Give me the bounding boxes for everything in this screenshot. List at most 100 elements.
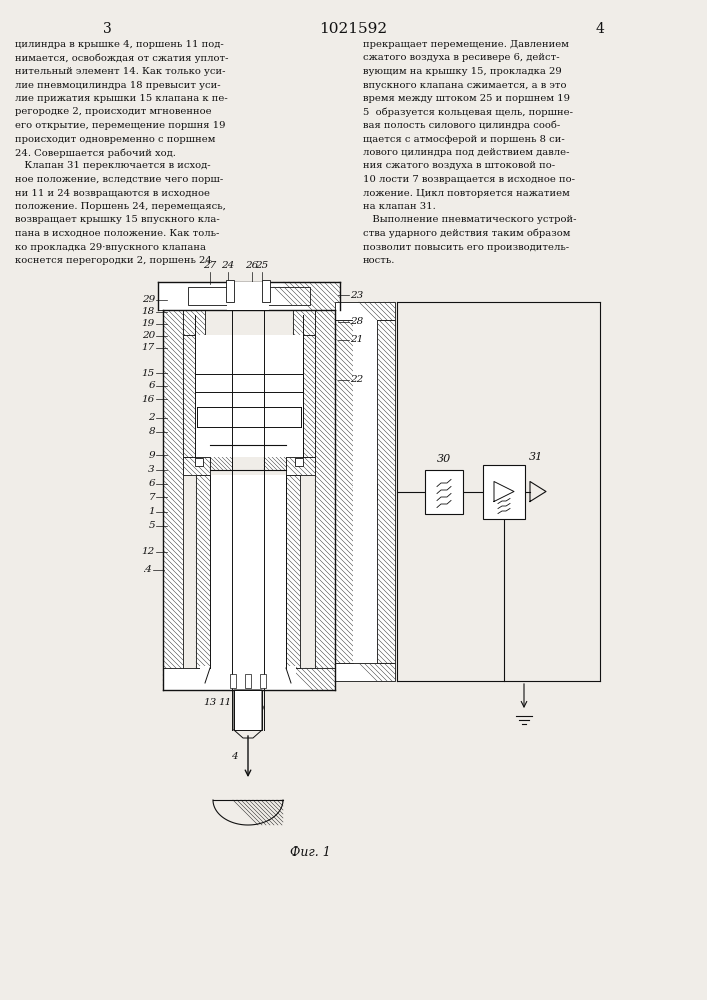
Text: 24. Совершается рабочий ход.: 24. Совершается рабочий ход. bbox=[15, 148, 176, 157]
Text: пана в исходное положение. Как толь-: пана в исходное положение. Как толь- bbox=[15, 229, 219, 238]
Text: 3: 3 bbox=[103, 22, 112, 36]
Text: лие прижатия крышки 15 клапана к пе-: лие прижатия крышки 15 клапана к пе- bbox=[15, 94, 228, 103]
Bar bbox=[163, 668, 335, 690]
Text: положение. Поршень 24, перемещаясь,: положение. Поршень 24, перемещаясь, bbox=[15, 202, 226, 211]
Text: регородке 2, происходит мгновенное: регородке 2, происходит мгновенное bbox=[15, 107, 211, 116]
Text: 4: 4 bbox=[595, 22, 604, 36]
Text: 25: 25 bbox=[255, 261, 269, 270]
Bar bbox=[234, 690, 262, 730]
Text: ко прокладка 29·впускного клапана: ко прокладка 29·впускного клапана bbox=[15, 242, 206, 251]
Text: 11: 11 bbox=[218, 698, 232, 707]
Bar bbox=[197, 407, 232, 427]
Text: 6: 6 bbox=[148, 381, 155, 390]
Text: нительный элемент 14. Как только уси-: нительный элемент 14. Как только уси- bbox=[15, 67, 226, 76]
Text: щается с атмосферой и поршень 8 си-: щается с атмосферой и поршень 8 си- bbox=[363, 134, 565, 143]
Text: время между штоком 25 и поршнем 19: время между штоком 25 и поршнем 19 bbox=[363, 94, 570, 103]
Text: Клапан 31 переключается в исход-: Клапан 31 переключается в исход- bbox=[15, 161, 211, 170]
Text: 1021592: 1021592 bbox=[319, 22, 387, 36]
Bar bbox=[353, 320, 377, 663]
Bar bbox=[264, 407, 301, 427]
Text: 2: 2 bbox=[148, 414, 155, 422]
Text: 26: 26 bbox=[245, 261, 259, 270]
Bar bbox=[195, 374, 232, 392]
Text: 3: 3 bbox=[148, 466, 155, 475]
Bar bbox=[210, 475, 286, 668]
Text: 31: 31 bbox=[529, 452, 543, 462]
Bar bbox=[262, 280, 270, 302]
Text: ния сжатого воздуха в штоковой по-: ния сжатого воздуха в штоковой по- bbox=[363, 161, 555, 170]
Text: ложение. Цикл повторяется нажатием: ложение. Цикл повторяется нажатием bbox=[363, 188, 570, 198]
Bar bbox=[183, 310, 205, 335]
Bar bbox=[264, 445, 286, 470]
Text: 10 лости 7 возвращается в исходное по-: 10 лости 7 возвращается в исходное по- bbox=[363, 175, 575, 184]
Text: 19: 19 bbox=[141, 320, 155, 328]
Text: 16: 16 bbox=[141, 394, 155, 403]
Text: позволит повысить его производитель-: позволит повысить его производитель- bbox=[363, 242, 569, 251]
Bar bbox=[335, 302, 395, 320]
Bar bbox=[210, 445, 232, 470]
Polygon shape bbox=[494, 482, 514, 502]
Bar bbox=[195, 335, 303, 457]
Bar bbox=[335, 320, 353, 663]
Text: 28: 28 bbox=[350, 318, 363, 326]
Text: цилиндра в крышке 4, поршень 11 под-: цилиндра в крышке 4, поршень 11 под- bbox=[15, 40, 223, 49]
Bar bbox=[183, 335, 195, 457]
Bar bbox=[200, 666, 296, 690]
Bar bbox=[196, 475, 210, 668]
Text: лие пневмоцилиндра 18 превысит уси-: лие пневмоцилиндра 18 превысит уси- bbox=[15, 81, 221, 90]
Text: вая полость силового цилиндра сооб-: вая полость силового цилиндра сооб- bbox=[363, 121, 560, 130]
Text: 1: 1 bbox=[148, 508, 155, 516]
Bar bbox=[377, 320, 395, 663]
Text: 8: 8 bbox=[148, 428, 155, 436]
Text: сжатого воздуха в ресивере 6, дейст-: сжатого воздуха в ресивере 6, дейст- bbox=[363, 53, 560, 62]
Text: 5: 5 bbox=[148, 522, 155, 530]
Text: лового цилиндра под действием давле-: лового цилиндра под действием давле- bbox=[363, 148, 570, 157]
Text: 4: 4 bbox=[231, 752, 238, 761]
Text: нимается, освобождая от сжатия уплот-: нимается, освобождая от сжатия уплот- bbox=[15, 53, 228, 63]
Bar bbox=[230, 674, 236, 688]
Text: происходит одновременно с поршнем: происходит одновременно с поршнем bbox=[15, 134, 216, 143]
Bar bbox=[226, 280, 234, 302]
Bar bbox=[286, 475, 300, 668]
Bar bbox=[227, 282, 269, 310]
Bar bbox=[483, 464, 525, 518]
Text: 21: 21 bbox=[350, 336, 363, 344]
Text: 17: 17 bbox=[141, 344, 155, 353]
Bar bbox=[335, 663, 395, 681]
Text: 10: 10 bbox=[252, 705, 264, 714]
Text: 22: 22 bbox=[350, 375, 363, 384]
Text: 30: 30 bbox=[437, 454, 451, 464]
Text: ни 11 и 24 возвращаются в исходное: ни 11 и 24 возвращаются в исходное bbox=[15, 188, 210, 198]
Bar bbox=[303, 335, 315, 457]
Text: коснется перегородки 2, поршень 24: коснется перегородки 2, поршень 24 bbox=[15, 256, 212, 265]
Text: 15: 15 bbox=[141, 368, 155, 377]
Text: 5  образуется кольцевая щель, поршне-: 5 образуется кольцевая щель, поршне- bbox=[363, 107, 573, 117]
Bar bbox=[353, 484, 377, 499]
Text: вующим на крышку 15, прокладка 29: вующим на крышку 15, прокладка 29 bbox=[363, 67, 562, 76]
Text: 20: 20 bbox=[141, 332, 155, 340]
Bar bbox=[245, 674, 251, 688]
Bar bbox=[188, 287, 310, 305]
Text: 9: 9 bbox=[148, 450, 155, 460]
Text: 24: 24 bbox=[221, 261, 235, 270]
Text: впускного клапана сжимается, а в это: впускного клапана сжимается, а в это bbox=[363, 81, 566, 90]
Bar bbox=[295, 458, 303, 466]
Bar bbox=[195, 458, 203, 466]
Text: ства ударного действия таким образом: ства ударного действия таким образом bbox=[363, 229, 571, 238]
Text: 13: 13 bbox=[204, 698, 216, 707]
Text: прекращает перемещение. Давлением: прекращает перемещение. Давлением bbox=[363, 40, 569, 49]
Text: .4: .4 bbox=[142, 566, 152, 574]
Text: 27: 27 bbox=[204, 261, 216, 270]
Bar bbox=[286, 457, 315, 475]
Bar bbox=[315, 310, 335, 690]
Text: 14: 14 bbox=[233, 698, 247, 707]
Text: 6: 6 bbox=[148, 480, 155, 488]
Bar bbox=[260, 674, 266, 688]
Bar bbox=[425, 470, 463, 514]
Bar bbox=[264, 374, 303, 392]
Bar bbox=[163, 310, 183, 690]
Text: Фиг. 1: Фиг. 1 bbox=[290, 846, 330, 858]
Text: возвращает крышку 15 впускного кла-: возвращает крышку 15 впускного кла- bbox=[15, 216, 220, 225]
Text: ность.: ность. bbox=[363, 256, 395, 265]
Text: Выполнение пневматического устрой-: Выполнение пневматического устрой- bbox=[363, 216, 576, 225]
